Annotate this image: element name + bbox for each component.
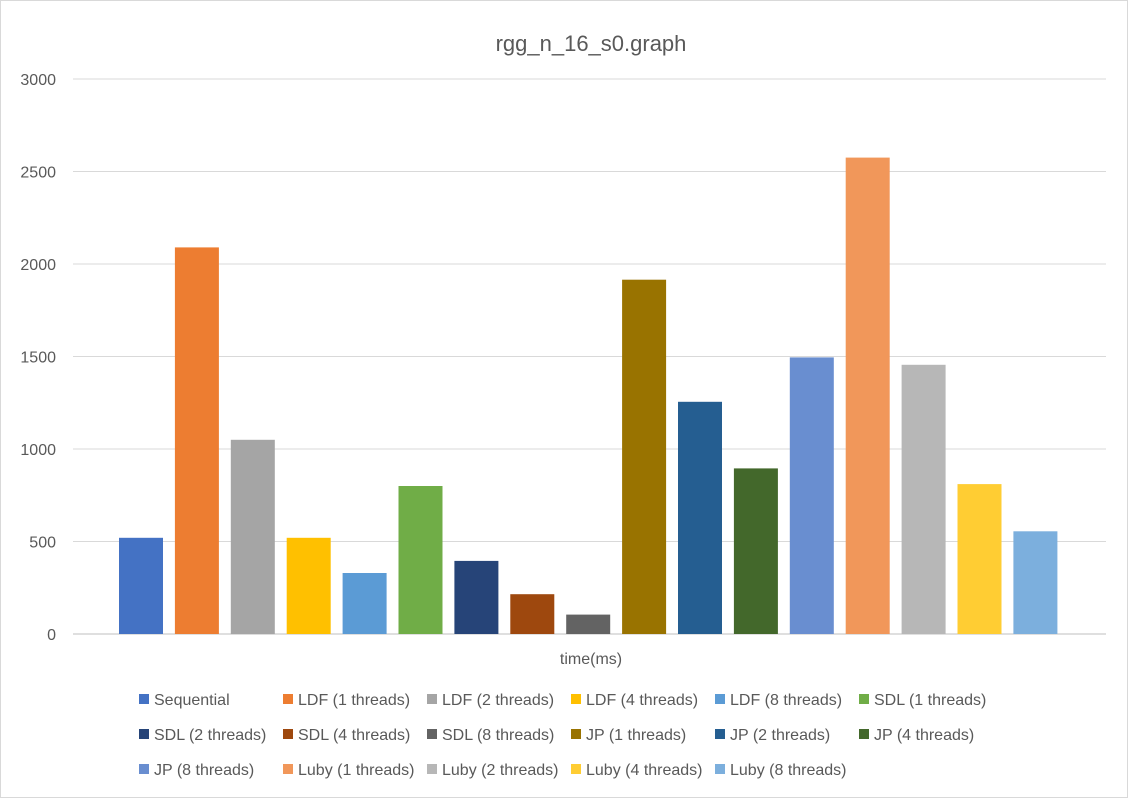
bar-ldf-1-threads [174,247,219,634]
legend-swatch [427,729,437,739]
legend-swatch [283,764,293,774]
legend-swatch [715,764,725,774]
legend-label: Luby (1 threads) [298,762,415,779]
legend: Sequential LDF (1 threads) LDF (2 threads)… [139,692,986,779]
bar-luby-4-threads [957,484,1002,634]
bar-sdl-8-threads [566,614,611,634]
legend-swatch [859,729,869,739]
legend-item: Luby (1 threads) [283,762,415,779]
legend-label: SDL (8 threads) [442,727,554,744]
legend-item: LDF (4 threads) [571,692,698,709]
legend-item: SDL (2 threads) [139,727,266,744]
legend-swatch [859,694,869,704]
bar-ldf-8-threads [342,573,387,634]
legend-swatch [283,729,293,739]
legend-label: JP (8 threads) [154,762,254,779]
legend-label: JP (1 threads) [586,727,686,744]
legend-item: JP (1 threads) [571,727,686,744]
bar-luby-2-threads [901,364,946,634]
legend-item: Luby (2 threads) [427,762,559,779]
bar-sequential [119,537,163,634]
legend-swatch [283,694,293,704]
legend-swatch [715,729,725,739]
y-tick-label: 2000 [20,257,56,274]
legend-label: Luby (4 threads) [586,762,703,779]
legend-label: LDF (8 threads) [730,692,842,709]
legend-item: JP (2 threads) [715,727,830,744]
legend-label: JP (2 threads) [730,727,830,744]
legend-item: JP (4 threads) [859,727,974,744]
legend-item: Luby (8 threads) [715,762,847,779]
bar-jp-2-threads [678,401,722,634]
bars [119,157,1058,635]
y-tick-label: 3000 [20,72,56,89]
legend-swatch [571,694,581,704]
legend-label: JP (4 threads) [874,727,974,744]
legend-swatch [139,694,149,704]
legend-label: Luby (8 threads) [730,762,847,779]
legend-item: Luby (4 threads) [571,762,703,779]
legend-item: SDL (8 threads) [427,727,554,744]
legend-label: SDL (4 threads) [298,727,410,744]
y-tick-label: 1500 [20,350,56,367]
bar-luby-8-threads [1013,531,1058,634]
legend-swatch [715,694,725,704]
legend-label: Luby (2 threads) [442,762,559,779]
bar-sdl-2-threads [454,560,499,634]
legend-swatch [427,694,437,704]
legend-swatch [139,764,149,774]
legend-label: LDF (1 threads) [298,692,410,709]
bar-ldf-2-threads [230,439,275,635]
y-tick-label: 1000 [20,442,56,459]
legend-swatch [571,764,581,774]
chart-title: rgg_n_16_s0.graph [496,31,687,56]
legend-item: LDF (1 threads) [283,692,410,709]
y-axis-ticks: 0 500 1000 1500 2000 2500 3000 [20,72,56,644]
bar-sdl-4-threads [510,594,555,634]
bar-jp-4-threads [733,468,778,634]
legend-item: JP (8 threads) [139,762,254,779]
legend-label: SDL (2 threads) [154,727,266,744]
legend-item: LDF (2 threads) [427,692,554,709]
bar-luby-1-threads [845,157,890,634]
legend-item: SDL (4 threads) [283,727,410,744]
legend-label: LDF (2 threads) [442,692,554,709]
legend-swatch [427,764,437,774]
legend-swatch [139,729,149,739]
bar-sdl-1-threads [398,486,443,634]
legend-item: SDL (1 threads) [859,692,986,709]
y-tick-label: 2500 [20,165,56,182]
bar-ldf-4-threads [286,537,331,634]
legend-label: Sequential [154,692,230,709]
legend-label: SDL (1 threads) [874,692,986,709]
legend-item: Sequential [139,692,230,709]
y-tick-label: 0 [47,627,56,644]
bar-jp-8-threads [789,357,834,634]
legend-item: LDF (8 threads) [715,692,842,709]
bar-jp-1-threads [622,279,667,634]
legend-swatch [571,729,581,739]
gridlines [73,78,1106,635]
x-axis-label: time(ms) [560,651,622,668]
y-tick-label: 500 [29,535,56,552]
legend-label: LDF (4 threads) [586,692,698,709]
